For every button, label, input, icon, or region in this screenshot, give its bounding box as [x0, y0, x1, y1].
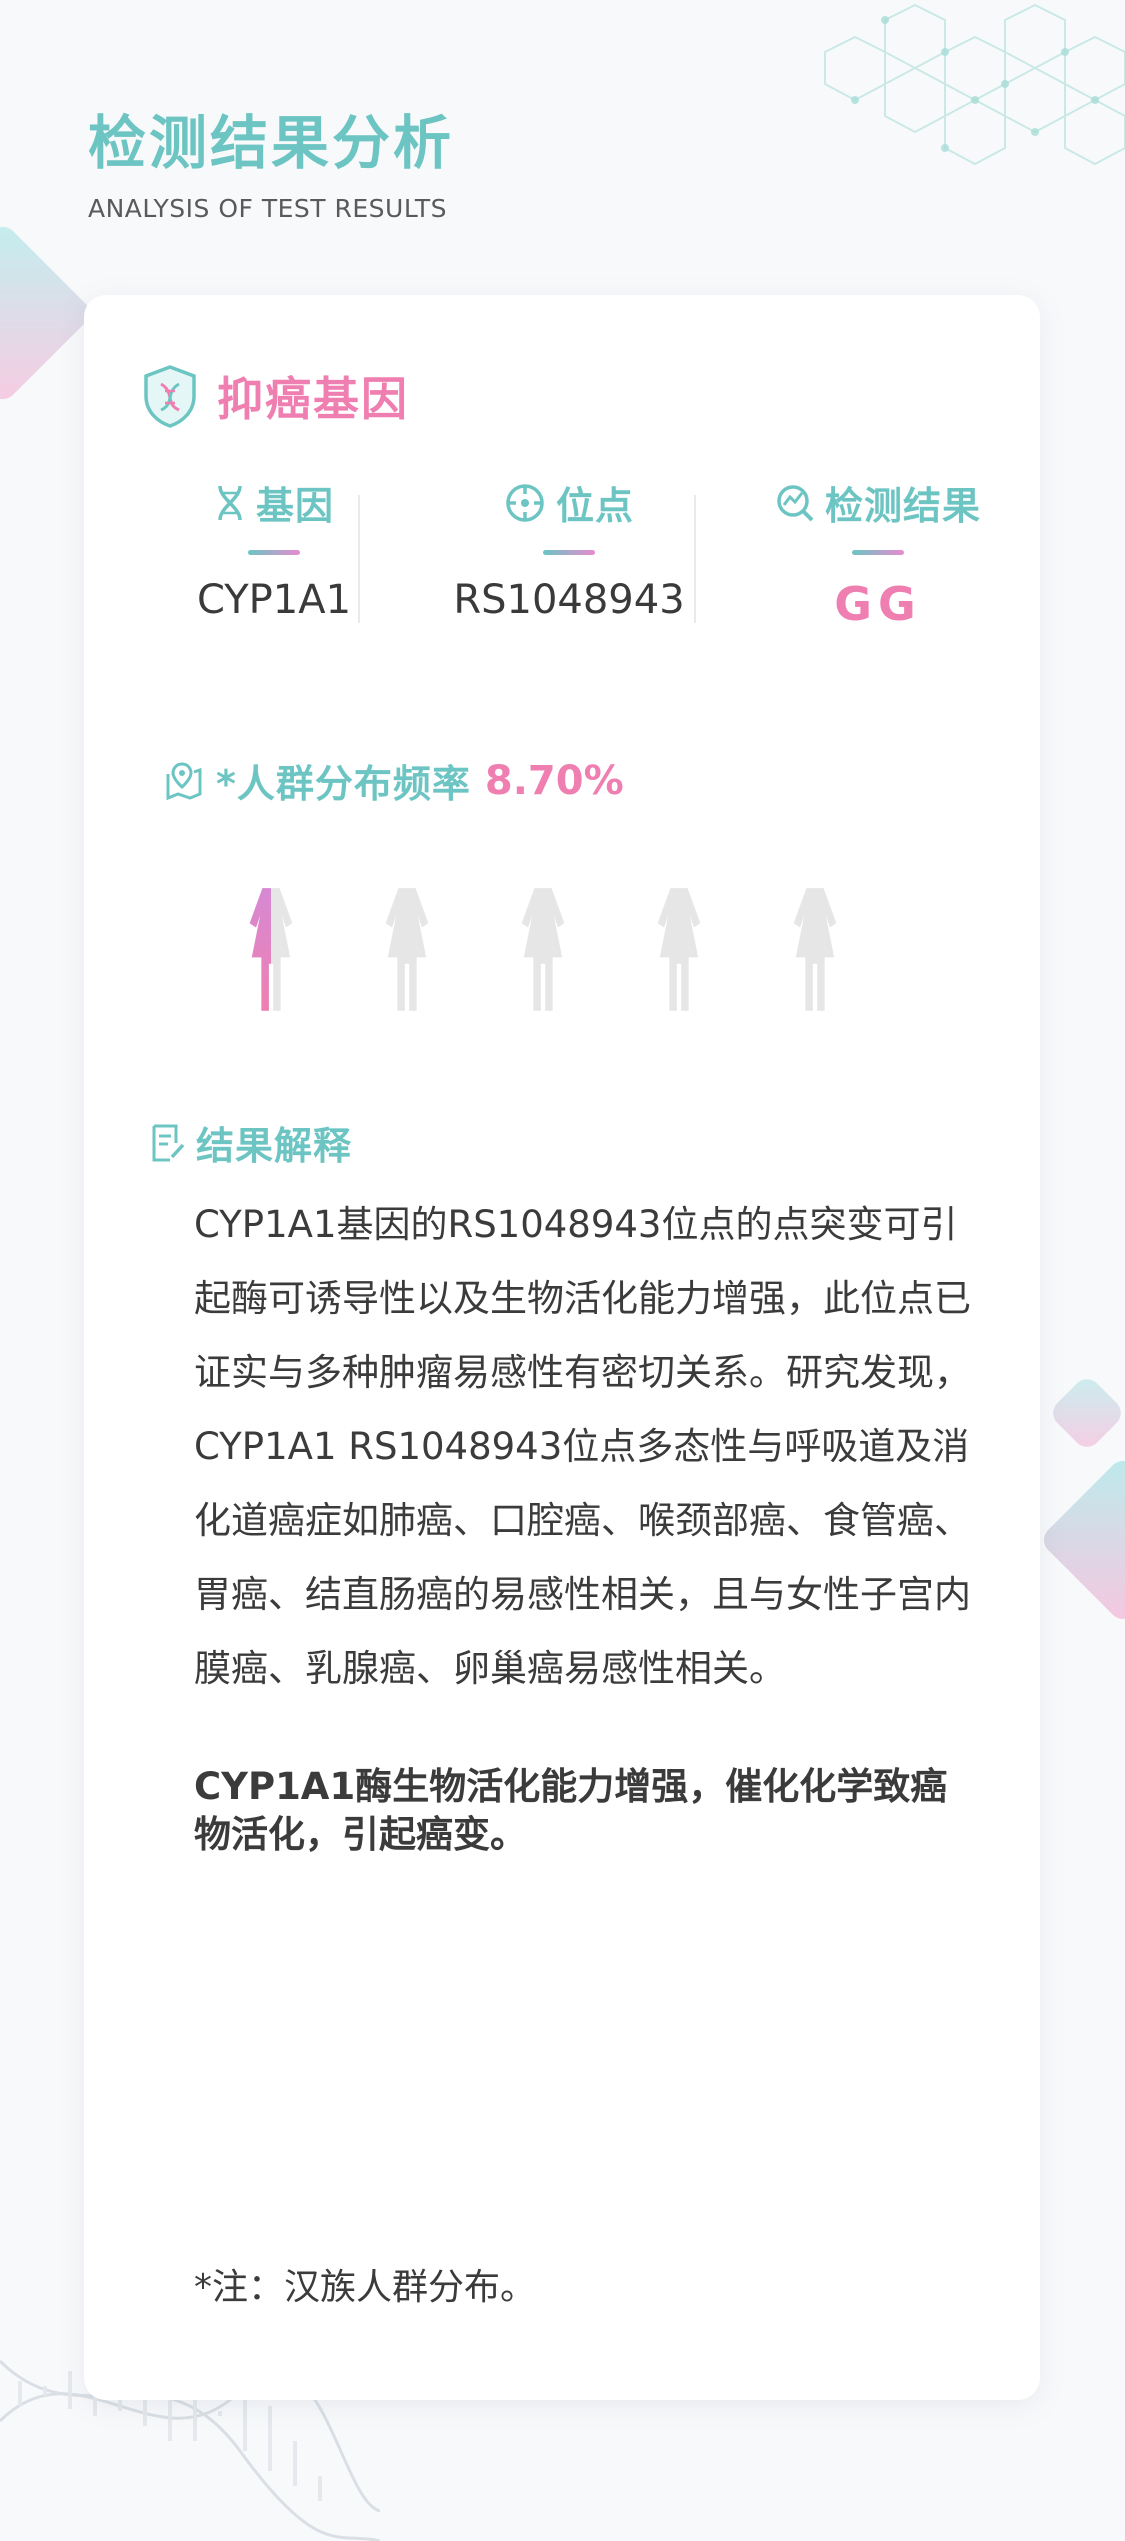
map-pin-icon	[166, 761, 202, 800]
result-column: 检测结果 GG	[744, 475, 1012, 631]
hexagon-pattern-decoration	[824, 3, 1125, 166]
gene-column: 基因 CYP1A1	[144, 475, 404, 623]
search-chart-icon	[777, 484, 814, 521]
diamond-decoration-left	[0, 221, 95, 405]
gene-label: 基因	[144, 475, 404, 530]
gene-underline	[248, 550, 300, 555]
locus-underline	[543, 550, 595, 555]
person-icon	[793, 855, 837, 1011]
locus-value: RS1048943	[453, 577, 685, 623]
diamond-decoration-right-small	[1047, 1373, 1125, 1453]
interpretation-summary: CYP1A1酶生物活化能力增强，催化化学致癌物活化，引起癌变。	[194, 1765, 948, 1856]
gene-value: CYP1A1	[196, 577, 352, 623]
result-card: 抑癌基因 基因 CYP1A1	[84, 295, 1040, 2400]
diamond-decoration-right-large	[1038, 1455, 1125, 1625]
section-title: 抑癌基因	[217, 372, 409, 426]
result-label: 检测结果	[744, 475, 1012, 530]
column-divider	[694, 495, 696, 623]
info-columns: 基因 CYP1A1 位点 RS1048943	[84, 475, 1040, 631]
person-icon	[657, 855, 701, 1011]
page-header: 检测结果分析 ANALYSIS OF TEST RESULTS	[88, 109, 455, 223]
locus-label-text: 位点	[555, 484, 634, 528]
dna-icon	[218, 485, 242, 520]
crosshair-icon	[506, 483, 544, 522]
interpretation-body: CYP1A1基因的RS1048943位点的点突变可引起酶可诱导性以及生物活化能力…	[194, 1188, 984, 1706]
page-subtitle: ANALYSIS OF TEST RESULTS	[88, 193, 447, 223]
result-underline	[852, 550, 904, 555]
person-icon	[249, 855, 293, 1011]
interpretation-paragraph: CYP1A1基因的RS1048943位点的点突变可引起酶可诱导性以及生物活化能力…	[194, 1203, 971, 1690]
person-icon	[385, 855, 429, 1011]
frequency-row: *人群分布频率 8.70%	[164, 753, 624, 808]
result-value: GG	[834, 577, 922, 631]
population-chart	[229, 855, 869, 1015]
column-divider	[358, 495, 360, 623]
section-header: 抑癌基因	[141, 363, 409, 429]
locus-label: 位点	[404, 475, 734, 530]
interpretation-title: 结果解释	[196, 1124, 353, 1168]
page-title: 检测结果分析	[88, 109, 455, 177]
person-icon	[521, 855, 565, 1011]
frequency-label: *人群分布频率	[216, 762, 471, 806]
gene-label-text: 基因	[255, 484, 334, 528]
frequency-value: 8.70%	[484, 757, 624, 804]
footnote: *注：汉族人群分布。	[194, 2267, 537, 2308]
document-edit-icon	[152, 1124, 185, 1161]
frequency-fill	[249, 888, 271, 1011]
result-label-text: 检测结果	[824, 484, 981, 528]
locus-column: 位点 RS1048943	[404, 475, 734, 623]
shield-dna-icon	[144, 365, 196, 428]
interpretation-header: 结果解释	[150, 1115, 352, 1170]
